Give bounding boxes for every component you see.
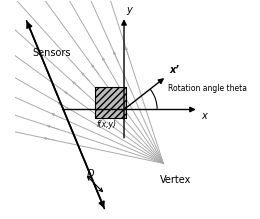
Text: x: x (202, 111, 207, 120)
Bar (95, 87, 126, 118)
Text: x’: x’ (170, 65, 180, 75)
Text: f(x,y): f(x,y) (96, 120, 116, 129)
Text: y: y (126, 5, 132, 15)
Text: Sensors: Sensors (33, 48, 71, 58)
Text: Vertex: Vertex (160, 175, 192, 185)
Text: D: D (87, 169, 95, 179)
Bar (95, 87, 126, 118)
Text: Rotation angle theta: Rotation angle theta (167, 84, 246, 93)
